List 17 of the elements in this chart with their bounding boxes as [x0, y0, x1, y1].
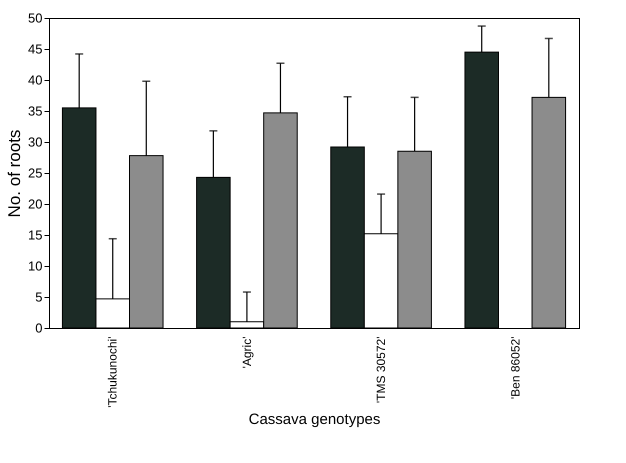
y-tick-label: 25 [28, 166, 42, 180]
y-tick-label: 50 [28, 10, 42, 26]
x-tick-label: 'TMS 30572' [374, 336, 388, 404]
x-axis-title: Cassava genotypes [248, 410, 380, 428]
y-tick-label: 40 [28, 72, 42, 88]
y-tick-label: 10 [28, 258, 42, 274]
x-tick-label: 'Ben 86052' [508, 336, 522, 400]
x-tick-label: 'Tchukunochi' [106, 336, 120, 408]
y-tick-label: 5 [35, 290, 42, 304]
y-tick-label: 0 [35, 320, 42, 336]
y-tick-label: 20 [28, 196, 42, 212]
y-tick-label: 15 [28, 228, 42, 242]
y-axis-title: No. of roots [5, 130, 24, 218]
y-tick-label: 45 [28, 42, 42, 56]
y-tick-label: 35 [28, 104, 42, 118]
x-tick-label: 'Agric' [240, 336, 254, 368]
y-tick-label: 30 [28, 134, 42, 150]
